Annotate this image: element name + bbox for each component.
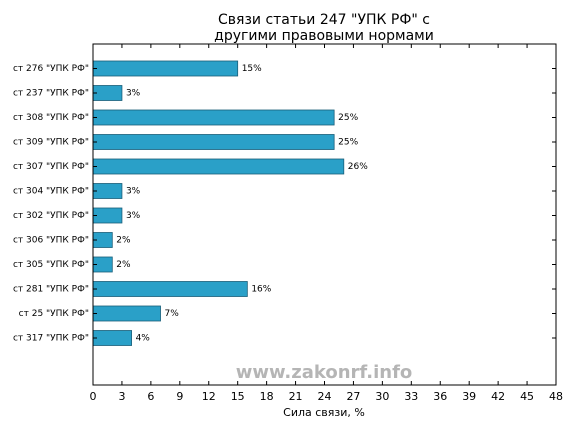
axes-layer: ст 276 "УПК РФ" ст 237 "УПК РФ" ст 308 "УП… [13,43,563,403]
bar-value-label: 16% [251,285,271,295]
bar [92,109,335,126]
plot-frame [92,43,557,386]
bar-value-label: 4% [136,334,151,344]
x-tick-label: 6 [147,390,154,403]
x-tick-label: 21 [289,390,303,403]
x-tick-label: 42 [491,390,505,403]
x-tick-label: 27 [346,390,360,403]
bar-value-label: 25% [338,113,358,123]
x-tick-label: 3 [118,390,125,403]
category-label: ст 25 "УПК РФ" [19,309,89,319]
x-axis-label: Сила связи, % [283,406,365,419]
x-tick-label: 33 [404,390,418,403]
bar-value-label: 2% [116,236,131,246]
bar-value-label: 7% [165,309,180,319]
category-label: ст 281 "УПК РФ" [13,285,89,295]
bar [92,281,248,297]
bar-value-label: 26% [348,162,368,172]
x-tick-label: 15 [231,390,245,403]
x-tick-label: 45 [520,390,534,403]
bar-value-label: 3% [126,187,141,197]
bar [92,330,132,346]
x-tick-label: 39 [462,390,476,403]
category-label: ст 304 "УПК РФ" [13,187,89,197]
watermark: www.zakonrf.info [236,362,413,383]
x-tick-label: 24 [318,390,332,403]
x-tick-label: 9 [176,390,183,403]
category-label: ст 307 "УПК РФ" [13,162,89,172]
bar [92,183,123,199]
category-label: ст 305 "УПК РФ" [13,260,89,270]
bar-value-label: 3% [126,211,141,221]
x-tick-label: 36 [433,390,447,403]
category-label: ст 237 "УПК РФ" [13,89,89,99]
bar [92,134,335,150]
category-label: ст 309 "УПК РФ" [13,138,89,148]
category-label: ст 302 "УПК РФ" [13,211,89,221]
bar [92,207,123,224]
x-tick-label: 48 [549,390,563,403]
chart-title-line-2: другими правовыми нормами [214,28,434,44]
bar [92,85,123,101]
x-tick-label: 18 [260,390,274,403]
bar [92,60,239,77]
x-tick-label: 12 [202,390,216,403]
bar-value-label: 2% [116,260,131,270]
chart-title-line-1: Связи статьи 247 "УПК РФ" с [218,12,430,28]
bars-layer: 15% 3% 25% 25% 26% 3% 3% 2% 2% 16% 7% 4% [92,60,368,346]
category-label: ст 317 "УПК РФ" [13,334,89,344]
category-label: ст 276 "УПК РФ" [13,64,89,74]
category-label: ст 306 "УПК РФ" [13,236,89,246]
bar-value-label: 15% [242,64,262,74]
bar [92,305,161,322]
x-tick-label: 0 [90,390,97,403]
bar [92,158,345,175]
x-tick-label: 30 [375,390,389,403]
bar-value-label: 3% [126,89,141,99]
bar-value-label: 25% [338,138,358,148]
category-label: ст 308 "УПК РФ" [13,113,89,123]
